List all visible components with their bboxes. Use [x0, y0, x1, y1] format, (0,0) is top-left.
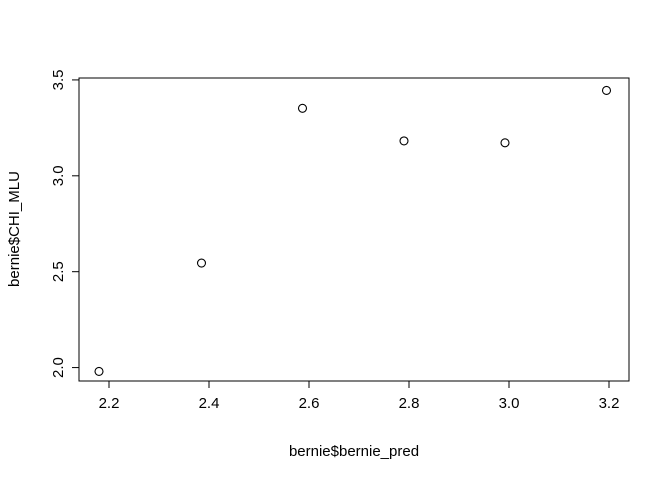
y-tick-label: 2.0: [50, 357, 67, 378]
data-point: [601, 85, 612, 96]
y-tick-label: 3.5: [50, 69, 67, 90]
data-point: [94, 366, 104, 376]
y-axis: 2.0 2.5 3.0 3.5: [50, 69, 80, 378]
data-point: [196, 258, 207, 268]
y-tick-label: 3.0: [50, 165, 67, 186]
data-points: [94, 85, 612, 376]
x-axis: 2.2 2.4 2.6 2.8 3.0 3.2: [99, 380, 620, 412]
data-point: [297, 103, 308, 113]
x-tick-label: 2.4: [199, 395, 220, 412]
plot-frame: [78, 77, 630, 382]
x-tick-label: 2.6: [299, 395, 320, 412]
x-tick-label: 2.8: [399, 395, 420, 412]
y-axis-label: bernie$CHI_MLU: [6, 171, 23, 287]
data-point: [500, 138, 510, 148]
x-tick-label: 3.2: [599, 395, 620, 412]
x-axis-label: bernie$bernie_pred: [289, 443, 419, 460]
x-tick-label: 2.2: [99, 395, 120, 412]
y-tick-label: 2.5: [50, 261, 67, 282]
data-point: [399, 136, 409, 146]
x-tick-label: 3.0: [499, 395, 520, 412]
